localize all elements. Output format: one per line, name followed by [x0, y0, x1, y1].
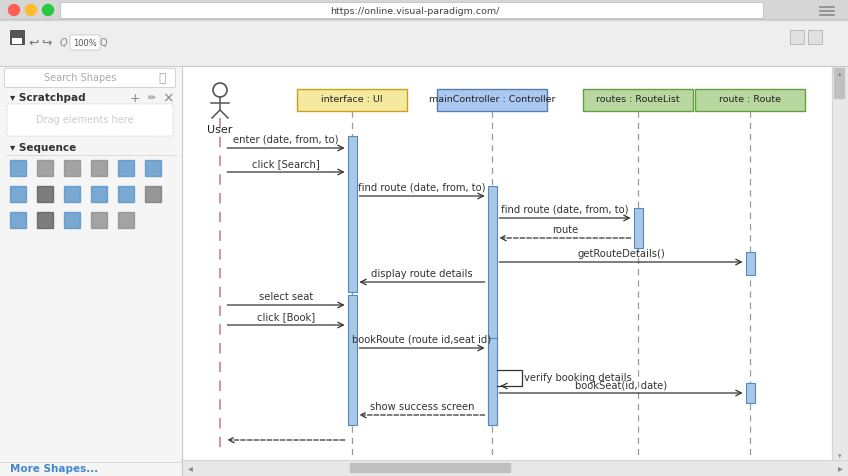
FancyBboxPatch shape [4, 69, 176, 88]
Text: bookSeat(id, date): bookSeat(id, date) [575, 380, 667, 390]
Bar [10, 186, 26, 202]
Bar [348, 136, 356, 292]
Text: User: User [207, 125, 232, 135]
Bar [182, 66, 832, 460]
Bar [633, 208, 643, 248]
Bar [0, 66, 182, 476]
Text: +: + [130, 91, 141, 105]
Text: ↪: ↪ [42, 37, 53, 50]
Bar [583, 89, 693, 111]
Text: ▾: ▾ [839, 453, 842, 459]
Bar [745, 252, 755, 275]
Bar [91, 212, 107, 228]
Text: Drag elements here: Drag elements here [36, 115, 134, 125]
Bar [118, 160, 134, 176]
Bar [695, 89, 805, 111]
Text: 100%: 100% [73, 39, 97, 48]
Text: Q: Q [59, 38, 67, 48]
Text: ▴: ▴ [839, 71, 842, 77]
Text: Q: Q [99, 38, 107, 48]
Text: show success screen: show success screen [370, 402, 474, 412]
Bar [10, 212, 26, 228]
Bar [64, 186, 80, 202]
FancyBboxPatch shape [70, 35, 100, 50]
Bar [182, 460, 848, 476]
Text: bookRoute (route id,seat id): bookRoute (route id,seat id) [353, 335, 492, 345]
Text: select seat: select seat [259, 292, 313, 302]
Text: interface : UI: interface : UI [321, 96, 382, 105]
Bar [488, 186, 496, 425]
Bar [118, 186, 134, 202]
Bar [64, 160, 80, 176]
Text: getRouteDetails(): getRouteDetails() [577, 249, 665, 259]
Text: Search Shapes: Search Shapes [44, 73, 116, 83]
Bar [437, 89, 547, 111]
Bar [745, 383, 755, 403]
Bar [118, 212, 134, 228]
Text: route: route [552, 225, 578, 235]
Bar [10, 30, 24, 44]
Circle shape [42, 4, 53, 16]
Bar [12, 38, 22, 44]
Text: verify booking details: verify booking details [525, 373, 633, 383]
Text: ▾ Scratchpad: ▾ Scratchpad [10, 93, 86, 103]
Bar [297, 89, 407, 111]
Bar [91, 160, 107, 176]
Text: ▾ Sequence: ▾ Sequence [10, 143, 76, 153]
Text: ▸: ▸ [838, 463, 842, 473]
Text: mainController : Controller: mainController : Controller [429, 96, 555, 105]
Text: display route details: display route details [371, 269, 473, 279]
Text: ⌕: ⌕ [159, 71, 165, 85]
Text: route : Route: route : Route [719, 96, 781, 105]
Text: click [Book]: click [Book] [257, 312, 315, 322]
Text: More Shapes...: More Shapes... [10, 464, 98, 474]
Bar [37, 160, 53, 176]
FancyBboxPatch shape [60, 2, 763, 19]
Text: find route (date, from, to): find route (date, from, to) [358, 183, 486, 193]
Text: ↩: ↩ [29, 37, 39, 50]
Bar [10, 160, 26, 176]
Text: routes : RouteList: routes : RouteList [596, 96, 680, 105]
Circle shape [8, 4, 20, 16]
Bar [37, 212, 53, 228]
FancyBboxPatch shape [7, 104, 173, 136]
Text: find route (date, from, to): find route (date, from, to) [501, 205, 628, 215]
Bar [0, 20, 848, 66]
Bar [145, 160, 161, 176]
Circle shape [25, 4, 36, 16]
Bar [834, 68, 844, 98]
Text: click [Search]: click [Search] [252, 159, 320, 169]
Bar [350, 463, 510, 472]
Bar [37, 186, 53, 202]
Bar [145, 186, 161, 202]
Text: ✏: ✏ [148, 93, 156, 103]
Text: https://online.visual-paradigm.com/: https://online.visual-paradigm.com/ [331, 7, 499, 16]
Bar [808, 30, 822, 44]
Bar [0, 0, 848, 20]
Text: ◂: ◂ [187, 463, 192, 473]
Bar [832, 66, 848, 460]
Bar [790, 30, 804, 44]
Text: ×: × [162, 91, 174, 105]
Bar [348, 295, 356, 425]
Bar [488, 338, 496, 425]
Bar [91, 186, 107, 202]
Bar [64, 212, 80, 228]
Text: enter (date, from, to): enter (date, from, to) [233, 135, 338, 145]
